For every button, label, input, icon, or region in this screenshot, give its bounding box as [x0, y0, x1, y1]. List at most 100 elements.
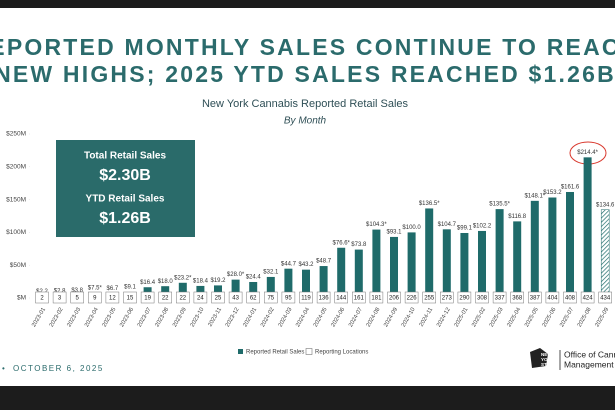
location-label: 226	[407, 295, 418, 301]
location-box	[264, 291, 278, 304]
logo-text: NEW	[541, 352, 552, 357]
location-box	[316, 291, 331, 304]
legend-swatch	[238, 349, 243, 354]
location-label: 22	[162, 295, 169, 301]
bar	[354, 249, 363, 298]
bar	[495, 209, 504, 298]
location-label: 62	[250, 295, 257, 301]
legend-label: Reporting Locations	[315, 350, 368, 356]
location-box	[440, 291, 454, 304]
data-label: $7.5*	[88, 286, 103, 292]
bar	[460, 232, 469, 298]
y-tick-label: $100M	[6, 229, 26, 236]
data-label: $116.8	[508, 214, 527, 220]
y-tick-label: $150M	[6, 196, 26, 203]
location-label: 22	[179, 295, 186, 301]
data-label: $23.2*	[174, 275, 192, 281]
bar	[302, 269, 310, 298]
data-label: $44.7	[281, 261, 297, 267]
data-label: $48.7	[316, 259, 332, 265]
location-box	[211, 291, 225, 304]
location-label: 387	[530, 295, 541, 301]
bar	[319, 266, 328, 298]
bar	[478, 230, 486, 298]
location-label: 24	[197, 295, 204, 301]
bullet: •	[2, 364, 5, 373]
location-label: 119	[301, 295, 311, 301]
data-label: $3.8	[71, 288, 83, 294]
data-label: $19.2	[210, 278, 226, 284]
location-label: 12	[109, 295, 116, 301]
logo-text: Office of Cannabis	[564, 349, 615, 359]
location-box	[422, 291, 436, 304]
location-box	[563, 291, 577, 304]
location-label: 5	[76, 295, 80, 301]
stats-box	[56, 140, 195, 237]
data-label: $135.5*	[489, 202, 510, 208]
stat-value: $2.30B	[99, 167, 151, 184]
location-label: 290	[459, 295, 470, 301]
logo-text: STATE	[541, 362, 555, 367]
location-label: 136	[319, 295, 330, 301]
data-label: $134.6	[596, 202, 615, 208]
y-tick-label: $M	[17, 295, 26, 302]
location-box	[140, 291, 155, 304]
bar	[372, 229, 381, 298]
chart-title: New York Cannabis Reported Retail Sales	[202, 98, 409, 110]
location-box	[545, 291, 560, 304]
location-label: 255	[424, 295, 435, 301]
legend-label: Reported Retail Sales	[246, 350, 304, 356]
bar	[337, 247, 346, 298]
date: OCTOBER 6, 2025	[13, 364, 104, 373]
location-label: 15	[127, 295, 134, 301]
data-label: $76.6*	[333, 240, 351, 246]
data-label: $136.5*	[419, 201, 440, 207]
location-label: 368	[512, 295, 523, 301]
location-label: 95	[285, 295, 292, 301]
location-box	[334, 291, 348, 304]
location-box	[352, 291, 366, 304]
location-box	[105, 291, 120, 304]
bar	[178, 282, 187, 298]
location-label: 404	[547, 295, 558, 301]
data-label: $161.6	[561, 185, 580, 191]
data-label: $104.3*	[366, 222, 387, 228]
y-tick-label: $200M	[6, 164, 26, 171]
location-box	[35, 291, 49, 304]
data-label: $9.1	[124, 285, 136, 291]
chart-subtitle: By Month	[284, 116, 327, 127]
data-label: $43.2	[298, 262, 314, 268]
location-box	[193, 291, 208, 304]
data-label: $18.0	[158, 279, 174, 285]
location-label: 25	[215, 295, 222, 301]
data-label: $18.4	[193, 279, 209, 285]
location-box	[70, 291, 84, 304]
bar	[548, 197, 557, 298]
location-label: 337	[495, 295, 506, 301]
stat-label: YTD Retail Sales	[86, 194, 165, 205]
data-label: $102.2	[473, 224, 492, 230]
location-label: 3	[58, 295, 62, 301]
data-label: $73.8	[351, 242, 367, 248]
logo-text: YORK	[541, 357, 555, 362]
bar	[249, 281, 258, 298]
location-box	[228, 291, 243, 304]
location-label: 206	[389, 295, 400, 301]
data-label: $32.1	[263, 270, 279, 276]
location-label: 2	[40, 295, 44, 301]
bar	[390, 236, 398, 298]
location-box	[88, 291, 102, 304]
bar	[442, 229, 451, 298]
location-box	[404, 291, 419, 304]
data-label: $93.1	[386, 230, 402, 236]
location-box	[369, 291, 384, 304]
location-box	[176, 291, 190, 304]
stat-label: Total Retail Sales	[84, 151, 167, 162]
logo-text: Management	[564, 359, 614, 369]
data-label: $100.0	[402, 225, 421, 231]
state-shape	[530, 348, 548, 368]
bar	[566, 191, 574, 298]
location-label: 43	[232, 295, 239, 301]
